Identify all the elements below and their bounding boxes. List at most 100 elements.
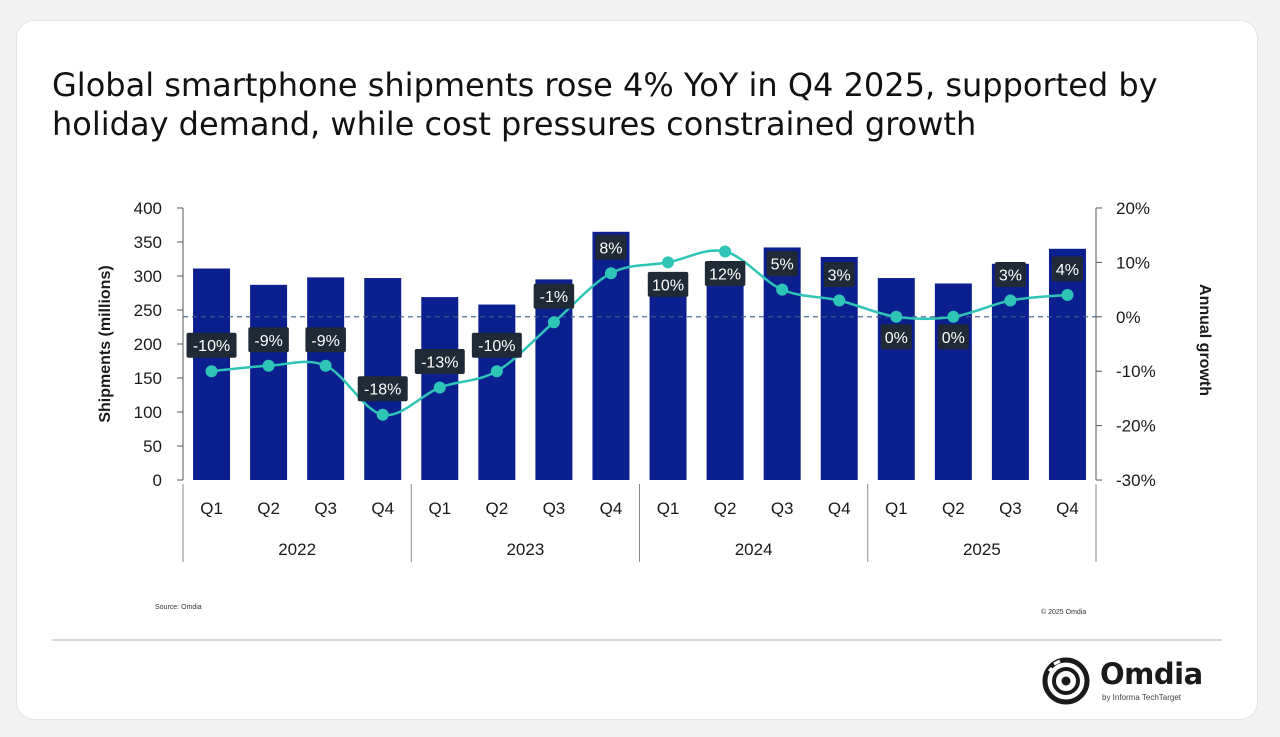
- growth-point: [662, 256, 675, 269]
- growth-point: [947, 310, 960, 323]
- x-group-label: 2022: [278, 540, 316, 559]
- logo-wordmark: Omdia: [1100, 657, 1203, 691]
- growth-data-label: -10%: [478, 338, 515, 355]
- growth-point: [833, 294, 846, 307]
- growth-point: [490, 365, 503, 378]
- x-tick-label: Q3: [543, 499, 566, 518]
- growth-data-label: 0%: [942, 330, 965, 347]
- growth-data-label-bg: [471, 332, 522, 358]
- x-tick-label: Q2: [942, 499, 965, 518]
- bar: [706, 283, 744, 480]
- y2-tick-label: 10%: [1116, 253, 1150, 272]
- x-tick-label: Q1: [200, 499, 223, 518]
- bar: [478, 304, 516, 480]
- growth-data-label-bg: [994, 261, 1026, 287]
- growth-point: [604, 267, 617, 280]
- y2-tick-label: 20%: [1116, 199, 1150, 218]
- growth-data-label: 8%: [599, 240, 622, 257]
- y2-axis-title: Annual growth: [1196, 284, 1213, 396]
- growth-data-label-bg: [937, 324, 969, 350]
- growth-data-label: 5%: [771, 257, 794, 274]
- growth-point: [1061, 289, 1074, 302]
- bar: [877, 278, 915, 480]
- growth-data-label: 4%: [1056, 262, 1079, 279]
- bar: [1048, 248, 1086, 480]
- bar: [649, 278, 687, 480]
- y2-tick-label: 0%: [1116, 308, 1141, 327]
- x-group-label: 2025: [963, 540, 1001, 559]
- growth-point: [262, 359, 275, 372]
- growth-data-label-bg: [533, 283, 575, 309]
- growth-data-label-bg: [357, 376, 408, 402]
- bar: [535, 279, 573, 480]
- footer-divider: [52, 639, 1222, 641]
- x-group-label: 2023: [506, 540, 544, 559]
- y2-tick-label: -10%: [1116, 362, 1156, 381]
- growth-point: [719, 245, 732, 258]
- growth-data-label-bg: [186, 332, 237, 358]
- x-tick-label: Q1: [657, 499, 680, 518]
- source-note: Source: Omdia: [155, 604, 202, 611]
- x-tick-label: Q1: [428, 499, 451, 518]
- growth-data-label-bg: [704, 261, 746, 287]
- y2-tick-label: -30%: [1116, 471, 1156, 490]
- growth-point: [890, 310, 903, 323]
- x-tick-label: Q4: [1056, 499, 1079, 518]
- y-tick-label: 300: [134, 267, 162, 286]
- x-tick-label: Q2: [257, 499, 280, 518]
- growth-data-label: -10%: [193, 338, 230, 355]
- y-tick-label: 350: [134, 233, 162, 252]
- bar: [307, 277, 345, 480]
- bar: [820, 256, 858, 480]
- growth-data-label: -13%: [421, 355, 458, 372]
- y-tick-label: 0: [153, 471, 162, 490]
- growth-data-label-bg: [305, 327, 346, 353]
- y2-tick-label: -20%: [1116, 417, 1156, 436]
- y-tick-label: 50: [143, 437, 162, 456]
- x-tick-label: Q4: [371, 499, 394, 518]
- growth-data-label-bg: [880, 324, 912, 350]
- growth-data-label: -1%: [540, 289, 568, 306]
- growth-data-label: 3%: [828, 267, 851, 284]
- growth-data-label-bg: [766, 251, 798, 277]
- chart-title: Global smartphone shipments rose 4% YoY …: [52, 66, 1158, 143]
- growth-data-label-bg: [414, 349, 465, 375]
- growth-data-label: -9%: [254, 333, 282, 350]
- y-tick-label: 400: [134, 199, 162, 218]
- x-tick-label: Q2: [486, 499, 509, 518]
- omdia-logo-icon: [1042, 657, 1090, 705]
- growth-point: [376, 408, 389, 421]
- x-tick-label: Q1: [885, 499, 908, 518]
- growth-data-label-bg: [823, 261, 855, 287]
- x-tick-label: Q4: [828, 499, 851, 518]
- x-tick-label: Q2: [714, 499, 737, 518]
- growth-data-label: 12%: [709, 267, 741, 284]
- growth-point: [319, 359, 332, 372]
- y-tick-label: 250: [134, 301, 162, 320]
- growth-data-label-bg: [647, 271, 689, 297]
- x-tick-label: Q3: [314, 499, 337, 518]
- growth-data-label-bg: [248, 327, 289, 353]
- growth-data-label: -18%: [364, 382, 401, 399]
- omdia-logo: Omdia by Informa TechTarget: [1040, 655, 1220, 707]
- copyright-note: © 2025 Omdia: [1041, 608, 1086, 616]
- logo-tagline: by Informa TechTarget: [1102, 693, 1182, 702]
- x-tick-label: Q4: [600, 499, 623, 518]
- growth-data-label-bg: [595, 234, 627, 260]
- growth-point: [776, 283, 789, 296]
- growth-data-label-bg: [1051, 256, 1083, 282]
- growth-point: [1004, 294, 1017, 307]
- growth-data-label: 10%: [652, 277, 684, 294]
- y-tick-label: 100: [134, 403, 162, 422]
- y-tick-label: 150: [134, 369, 162, 388]
- bar: [250, 284, 288, 480]
- growth-point: [547, 316, 560, 329]
- x-group-label: 2024: [735, 540, 773, 559]
- y-tick-label: 200: [134, 335, 162, 354]
- x-tick-label: Q3: [999, 499, 1022, 518]
- x-tick-label: Q3: [771, 499, 794, 518]
- growth-data-label: 0%: [885, 330, 908, 347]
- growth-data-label: 3%: [999, 267, 1022, 284]
- growth-line: [211, 249, 1068, 417]
